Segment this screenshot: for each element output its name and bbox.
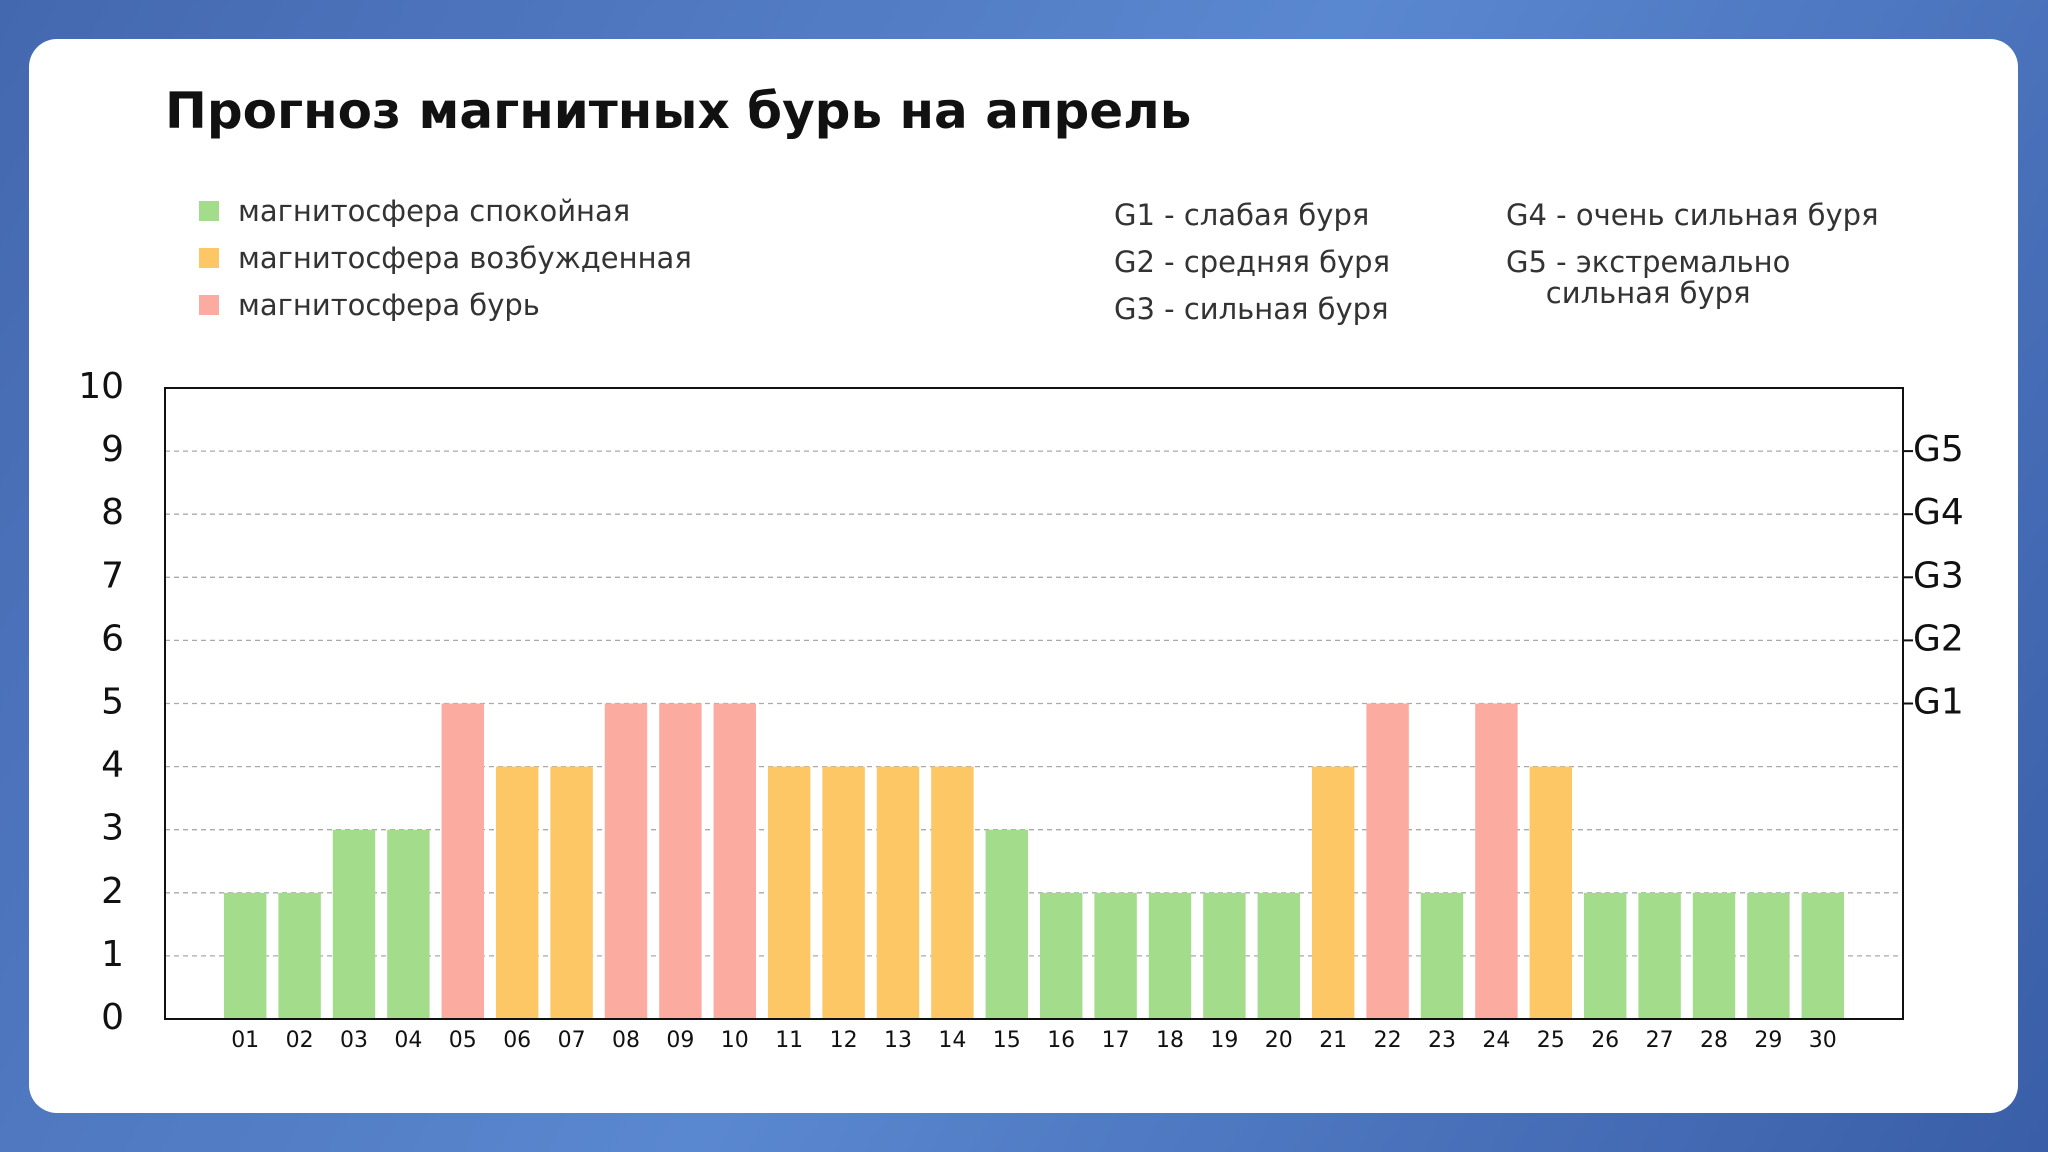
bar xyxy=(767,766,811,1019)
y-tick-label: 5 xyxy=(101,682,124,723)
bar xyxy=(1039,892,1083,1019)
legend-item: магнитосфера бурь xyxy=(199,288,540,322)
bar xyxy=(278,892,321,1019)
legend-swatch xyxy=(199,295,219,315)
y-tick-label: 1 xyxy=(101,934,124,975)
bar xyxy=(659,703,702,1019)
x-tick-label: 27 xyxy=(1646,1028,1674,1053)
x-tick-label: 13 xyxy=(884,1028,912,1053)
bar xyxy=(1801,892,1845,1019)
legend-item: магнитосфера спокойная xyxy=(199,194,630,228)
x-tick-label: 19 xyxy=(1210,1028,1238,1053)
x-tick-label: 24 xyxy=(1482,1028,1510,1053)
x-tick-label: 11 xyxy=(775,1028,803,1053)
x-tick-label: 14 xyxy=(938,1028,966,1053)
bar xyxy=(1638,892,1681,1019)
x-tick-label: 25 xyxy=(1537,1028,1565,1053)
y-tick-label: 2 xyxy=(101,871,124,912)
x-tick-label: 05 xyxy=(449,1028,477,1053)
legend-label: магнитосфера возбужденная xyxy=(238,241,692,275)
bar xyxy=(495,766,539,1019)
bar xyxy=(1747,892,1790,1019)
bar xyxy=(441,703,485,1019)
y2-tick-label: G4 xyxy=(1913,492,1964,533)
x-tick-label: 06 xyxy=(503,1028,531,1053)
bar xyxy=(1094,892,1137,1019)
bar xyxy=(1583,892,1627,1019)
bar xyxy=(1311,766,1355,1019)
scale-note: G1 - слабая буря xyxy=(1114,198,1370,232)
bar xyxy=(931,766,974,1019)
bar xyxy=(876,766,920,1019)
bar xyxy=(332,829,376,1019)
x-tick-label: 07 xyxy=(558,1028,586,1053)
y-tick-label: 0 xyxy=(101,997,124,1038)
bar xyxy=(822,766,865,1019)
x-tick-label: 28 xyxy=(1700,1028,1728,1053)
bar xyxy=(1692,892,1736,1019)
y-tick-label: 6 xyxy=(101,618,124,659)
scale-note: G3 - сильная буря xyxy=(1114,292,1389,326)
y2-tick-label: G5 xyxy=(1913,429,1964,470)
x-tick-label: 02 xyxy=(286,1028,314,1053)
x-tick-label: 04 xyxy=(394,1028,422,1053)
legend-item: магнитосфера возбужденная xyxy=(199,241,692,275)
x-tick-label: 16 xyxy=(1047,1028,1075,1053)
x-tick-label: 22 xyxy=(1374,1028,1402,1053)
x-tick-label: 18 xyxy=(1156,1028,1184,1053)
y2-tick-label: G2 xyxy=(1913,618,1964,659)
x-tick-label: 01 xyxy=(231,1028,259,1053)
x-tick-label: 29 xyxy=(1754,1028,1782,1053)
bar xyxy=(1366,703,1409,1019)
x-tick-label: 21 xyxy=(1319,1028,1347,1053)
scale-note: G4 - очень сильная буря xyxy=(1506,198,1879,232)
x-tick-label: 09 xyxy=(666,1028,694,1053)
y-tick-label: 4 xyxy=(101,745,124,786)
bar xyxy=(387,829,430,1019)
x-tick-label: 08 xyxy=(612,1028,640,1053)
bar xyxy=(223,892,267,1019)
x-tick-label: 20 xyxy=(1265,1028,1293,1053)
y2-tick-label: G3 xyxy=(1913,555,1964,596)
bar xyxy=(1257,892,1301,1019)
scale-note: G2 - средняя буря xyxy=(1114,245,1391,279)
x-tick-label: 10 xyxy=(721,1028,749,1053)
y-tick-label: 8 xyxy=(101,492,124,533)
bar xyxy=(1475,703,1518,1019)
y2-tick-label: G1 xyxy=(1913,682,1964,723)
y-tick-label: 3 xyxy=(101,808,124,849)
legend-label: магнитосфера бурь xyxy=(238,288,540,322)
scale-note: G5 - экстремально сильная буря xyxy=(1506,245,1791,310)
plot-frame xyxy=(164,387,1904,1020)
y-tick-label: 10 xyxy=(78,366,124,407)
bar xyxy=(1529,766,1573,1019)
bar xyxy=(1203,892,1246,1019)
bar xyxy=(713,703,757,1019)
chart-title: Прогноз магнитных бурь на апрель xyxy=(165,82,1192,140)
bar xyxy=(1148,892,1192,1019)
x-tick-label: 17 xyxy=(1102,1028,1130,1053)
bar xyxy=(550,766,593,1019)
bar xyxy=(985,829,1029,1019)
bar xyxy=(1420,892,1464,1019)
x-tick-label: 15 xyxy=(993,1028,1021,1053)
x-tick-label: 30 xyxy=(1809,1028,1837,1053)
legend-swatch xyxy=(199,248,219,268)
x-tick-label: 23 xyxy=(1428,1028,1456,1053)
x-tick-label: 26 xyxy=(1591,1028,1619,1053)
y-tick-label: 9 xyxy=(101,429,124,470)
legend-label: магнитосфера спокойная xyxy=(238,194,631,228)
x-tick-label: 12 xyxy=(830,1028,858,1053)
y-tick-label: 7 xyxy=(101,555,124,596)
legend-swatch xyxy=(199,201,219,221)
bar xyxy=(604,703,648,1019)
x-tick-label: 03 xyxy=(340,1028,368,1053)
